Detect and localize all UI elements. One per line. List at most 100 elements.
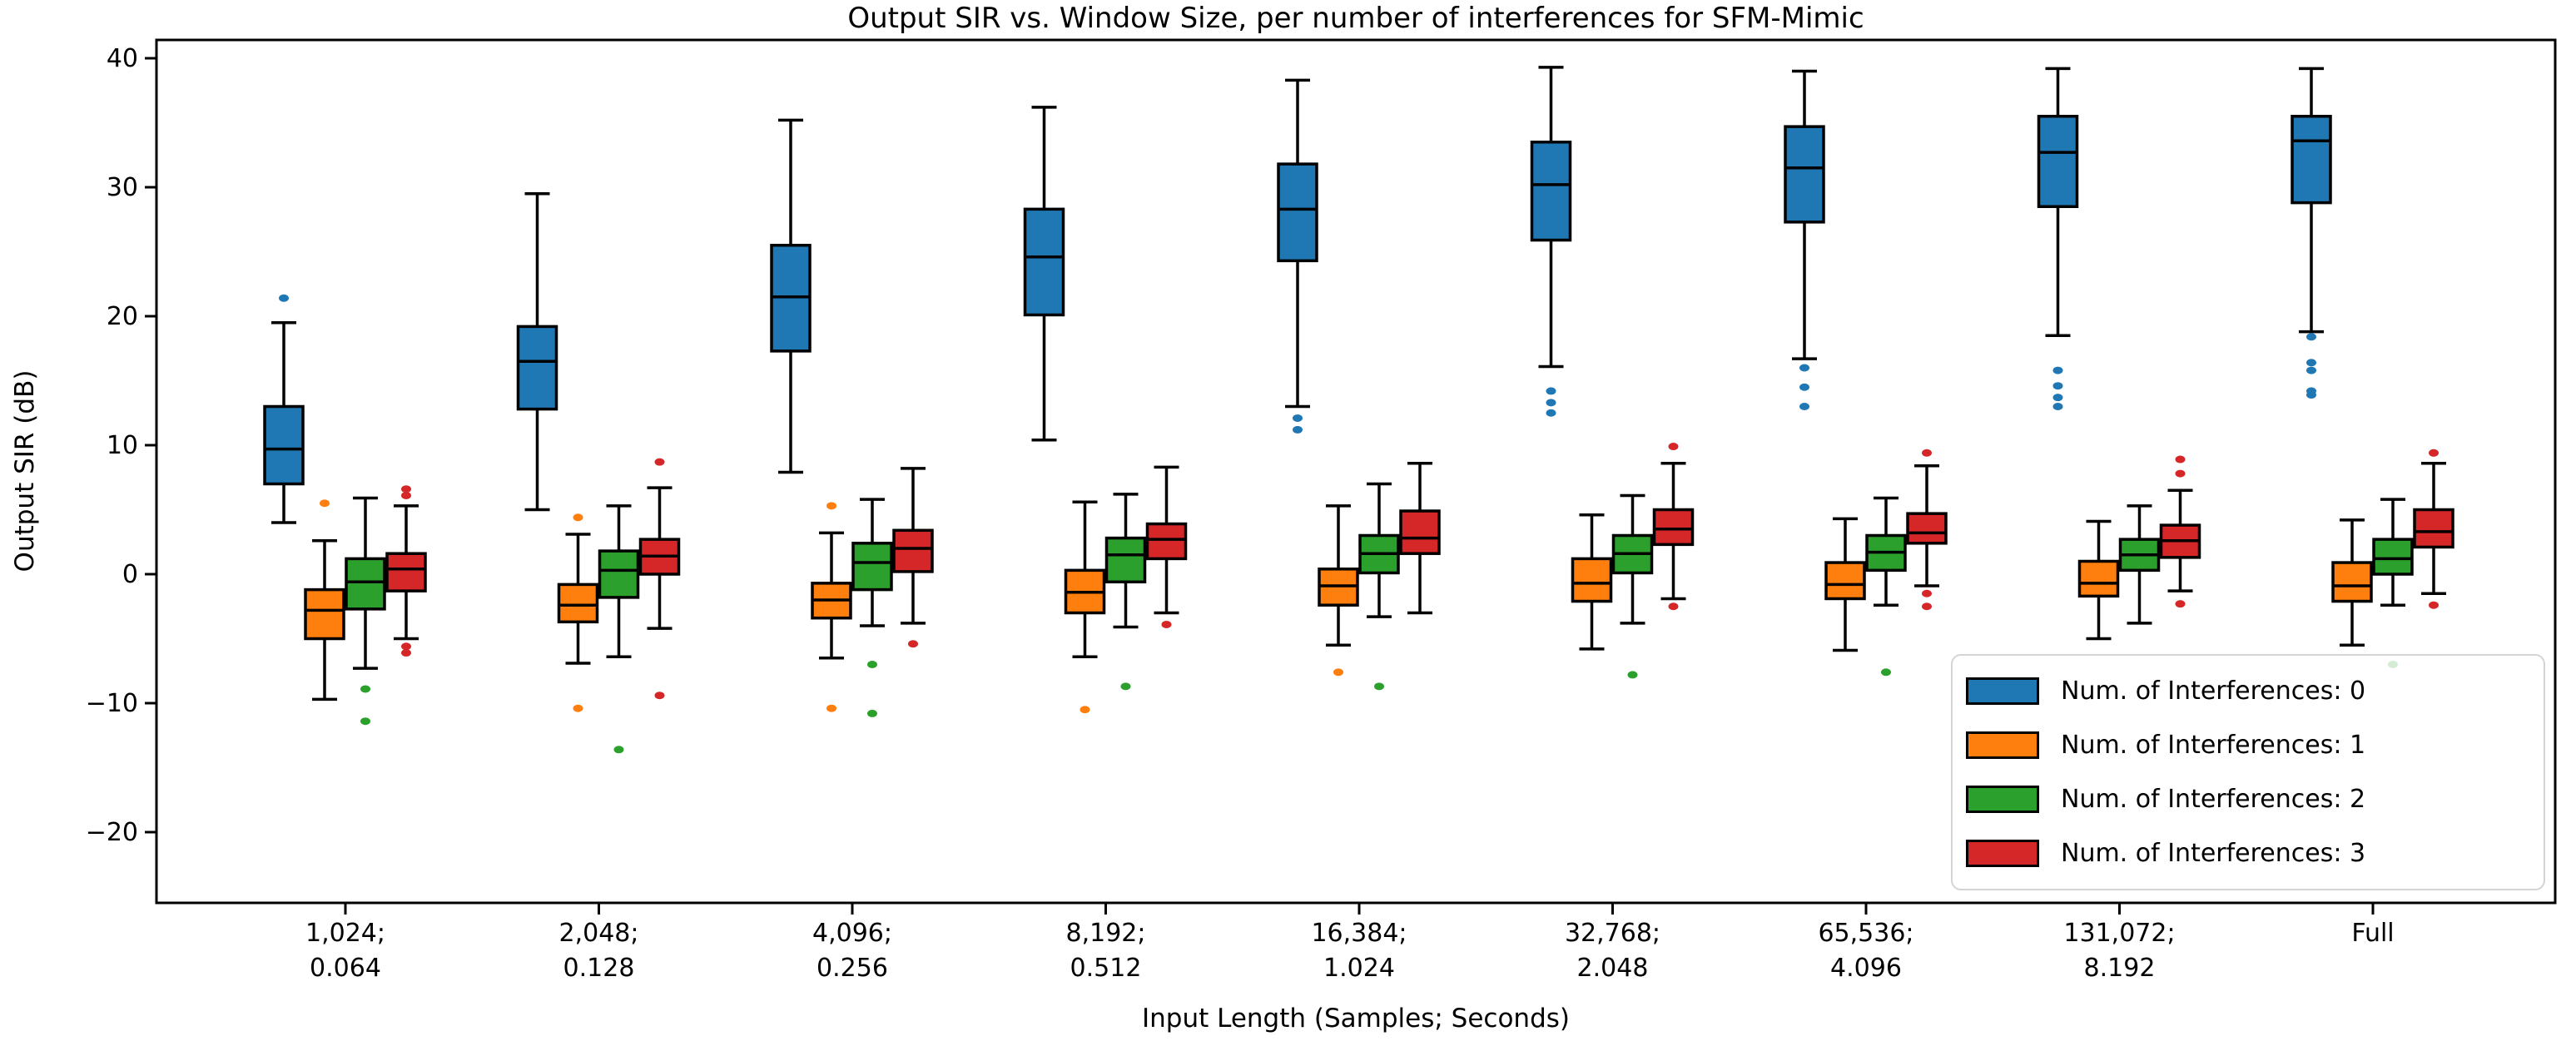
box-8-interf3-flier xyxy=(2175,469,2186,478)
x-tick-label: 1.024 xyxy=(1323,954,1395,983)
box-8-interf0-flier xyxy=(2052,403,2063,410)
y-tick-label: 30 xyxy=(107,173,138,202)
box-3-interf2-flier xyxy=(867,661,877,668)
box-7-interf0-flier xyxy=(1799,403,1809,410)
box-1-interf2-flier xyxy=(360,717,370,726)
x-tick-label: 32,768; xyxy=(1565,919,1660,948)
box-9-interf0 xyxy=(2291,115,2332,205)
legend-label-interf2: Num. of Interferences: 2 xyxy=(2061,785,2366,814)
box-7-interf0-flier xyxy=(1799,383,1809,391)
box-4-interf3 xyxy=(1145,522,1188,561)
box-6-interf3 xyxy=(1652,508,1695,547)
box-5-interf1-flier xyxy=(1333,668,1343,677)
box-6-interf2-flier xyxy=(1627,671,1638,679)
box-1-interf2 xyxy=(345,557,386,611)
box-5-interf0 xyxy=(1277,162,1318,263)
box-1-interf1 xyxy=(304,587,345,641)
x-tick-label: 0.064 xyxy=(310,954,381,983)
box-7-interf3 xyxy=(1906,512,1948,545)
box-4-interf1-flier xyxy=(1080,706,1090,714)
box-4-interf2 xyxy=(1104,536,1147,584)
legend-item-interf2: Num. of Interferences: 2 xyxy=(1966,772,2530,826)
y-tick-label: 0 xyxy=(122,560,138,589)
box-9-interf3-flier xyxy=(2429,449,2439,457)
x-axis-title: Input Length (Samples; Seconds) xyxy=(1141,1004,1570,1034)
legend-label-interf1: Num. of Interferences: 1 xyxy=(2061,731,2366,760)
x-tick-label: 16,384; xyxy=(1311,919,1407,948)
box-9-interf0-flier xyxy=(2306,366,2316,374)
x-tick-label: 8.192 xyxy=(2084,954,2156,983)
box-5-interf2-flier xyxy=(1374,682,1384,691)
x-tick-label: 4.096 xyxy=(1830,954,1902,983)
box-1-interf2-flier xyxy=(360,685,370,693)
box-7-interf0-flier xyxy=(1799,364,1809,372)
legend-item-interf1: Num. of Interferences: 1 xyxy=(1966,718,2530,772)
box-2-interf1-flier xyxy=(573,513,583,522)
x-tick-label: 2.048 xyxy=(1577,954,1649,983)
x-tick-label: 131,072; xyxy=(2063,919,2175,948)
chart-title: Output SIR vs. Window Size, per number o… xyxy=(847,2,1864,35)
x-tick-label: 4,096; xyxy=(812,919,892,948)
box-4-interf2-flier xyxy=(1120,682,1131,691)
legend-item-interf0: Num. of Interferences: 0 xyxy=(1966,664,2530,718)
box-9-interf0-flier xyxy=(2306,359,2316,367)
box-8-interf3-flier xyxy=(2175,600,2186,608)
x-tick-label: 0.128 xyxy=(563,954,635,983)
box-3-interf1-flier xyxy=(826,704,836,712)
box-8-interf0-flier xyxy=(2052,366,2063,374)
box-5-interf0-flier xyxy=(1293,414,1303,422)
box-1-interf3 xyxy=(385,552,427,592)
legend-label-interf0: Num. of Interferences: 0 xyxy=(2061,677,2366,706)
box-3-interf3 xyxy=(892,528,934,573)
box-8-interf3-flier xyxy=(2175,455,2186,464)
box-9-interf3-flier xyxy=(2429,601,2439,609)
legend-box: Num. of Interferences: 0 Num. of Interfer… xyxy=(1951,654,2545,890)
box-9-interf2 xyxy=(2372,538,2414,576)
plot-area xyxy=(155,38,2557,905)
box-2-interf1-flier xyxy=(573,704,583,712)
box-5-interf3 xyxy=(1399,509,1441,555)
box-7-interf3-flier xyxy=(1922,602,1932,611)
legend-label-interf3: Num. of Interferences: 3 xyxy=(2061,839,2366,868)
box-9-interf3 xyxy=(2413,508,2454,549)
x-tick-label: Full xyxy=(2351,919,2394,948)
box-9-interf0-flier xyxy=(2306,333,2316,341)
box-6-interf0-flier xyxy=(1546,409,1556,417)
box-7-interf3-flier xyxy=(1922,449,1932,457)
box-1-interf3-flier xyxy=(401,491,411,499)
box-5-interf0-flier xyxy=(1293,425,1303,434)
box-9-interf0-flier xyxy=(2306,391,2316,399)
box-8-interf0-flier xyxy=(2052,382,2063,390)
legend-swatch-interf2 xyxy=(1966,786,2039,813)
x-tick-label: 65,536; xyxy=(1818,919,1913,948)
box-7-interf2-flier xyxy=(1881,668,1891,677)
box-2-interf3-flier xyxy=(654,692,665,700)
box-8-interf1 xyxy=(2077,559,2120,598)
box-7-interf1 xyxy=(1824,561,1866,601)
x-tick-label: 2,048; xyxy=(559,919,639,948)
box-8-interf0-flier xyxy=(2052,394,2063,402)
box-1-interf3-flier xyxy=(401,642,411,651)
box-6-interf0-flier xyxy=(1546,399,1556,407)
box-6-interf0 xyxy=(1530,141,1572,242)
box-3-interf2 xyxy=(851,542,893,592)
box-3-interf1-flier xyxy=(826,502,836,510)
box-7-interf3-flier xyxy=(1922,589,1932,597)
box-1-interf3-flier xyxy=(401,485,411,493)
box-4-interf3-flier xyxy=(1161,620,1172,628)
y-tick-label: −20 xyxy=(86,818,138,847)
y-axis-title: Output SIR (dB) xyxy=(10,369,40,573)
box-3-interf3-flier xyxy=(908,640,918,648)
y-tick-label: 10 xyxy=(107,431,138,460)
box-9-interf1 xyxy=(2331,561,2373,603)
box-2-interf1 xyxy=(557,582,599,624)
x-tick-label: 0.512 xyxy=(1070,954,1142,983)
box-1-interf0-flier xyxy=(279,294,289,302)
box-6-interf0-flier xyxy=(1546,387,1556,395)
y-tick-label: −10 xyxy=(86,689,138,718)
box-2-interf0 xyxy=(516,325,558,411)
legend-swatch-interf0 xyxy=(1966,677,2039,705)
x-tick-label: 0.256 xyxy=(816,954,888,983)
box-1-interf3-flier xyxy=(401,649,411,657)
